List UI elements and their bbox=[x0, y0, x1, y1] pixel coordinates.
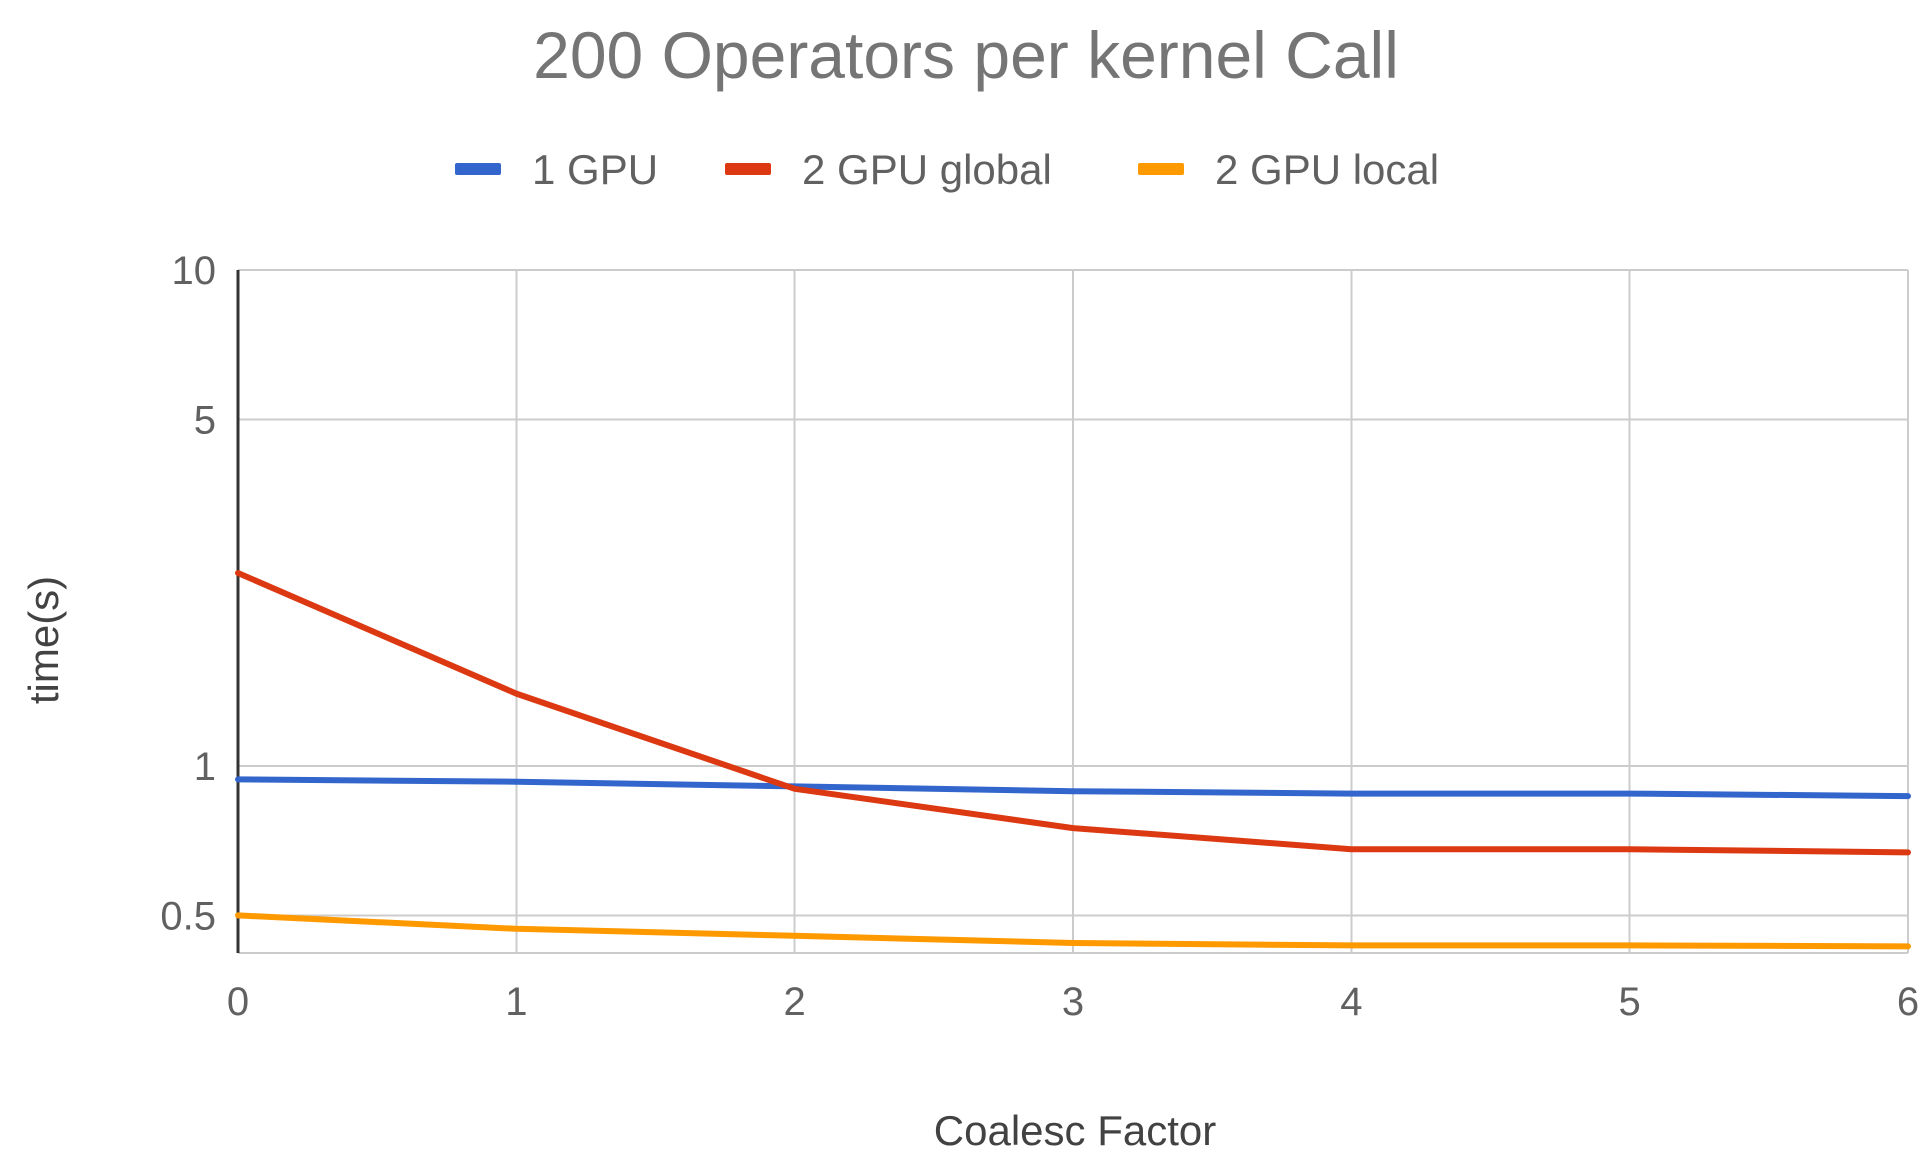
legend-label-1: 1 GPU bbox=[532, 146, 658, 193]
x-tick-label-4: 4 bbox=[1340, 980, 1362, 1024]
legend-swatch-3 bbox=[1138, 163, 1184, 175]
series-line-2 bbox=[235, 570, 1911, 856]
x-tick-label-1: 1 bbox=[505, 980, 527, 1024]
chart-title: 200 Operators per kernel Call bbox=[533, 18, 1399, 92]
x-tick-label-5: 5 bbox=[1619, 980, 1641, 1024]
series-lines bbox=[235, 570, 1911, 950]
x-tick-label-6: 6 bbox=[1897, 980, 1919, 1024]
x-tick-labels: 0 1 2 3 4 5 6 bbox=[227, 980, 1919, 1024]
y-tick-label-0.5: 0.5 bbox=[160, 894, 216, 938]
gridlines bbox=[238, 269, 1909, 954]
legend-label-2: 2 GPU global bbox=[802, 146, 1052, 193]
y-tick-label-5: 5 bbox=[194, 398, 216, 442]
y-axis-label: time(s) bbox=[20, 576, 67, 704]
series-line-1 bbox=[235, 776, 1911, 800]
x-tick-label-0: 0 bbox=[227, 980, 249, 1024]
legend-label-3: 2 GPU local bbox=[1215, 146, 1439, 193]
x-tick-label-3: 3 bbox=[1062, 980, 1084, 1024]
y-tick-label-1: 1 bbox=[194, 745, 216, 789]
series-line-3 bbox=[235, 912, 1911, 950]
legend-swatch-1 bbox=[455, 163, 501, 175]
legend-swatch-2 bbox=[725, 163, 771, 175]
y-tick-labels: 0.5 1 5 10 bbox=[160, 249, 216, 938]
x-axis-label: Coalesc Factor bbox=[934, 1107, 1216, 1154]
x-tick-label-2: 2 bbox=[784, 980, 806, 1024]
y-tick-label-10: 10 bbox=[172, 249, 217, 293]
legend: 1 GPU 2 GPU global 2 GPU local bbox=[455, 146, 1439, 193]
